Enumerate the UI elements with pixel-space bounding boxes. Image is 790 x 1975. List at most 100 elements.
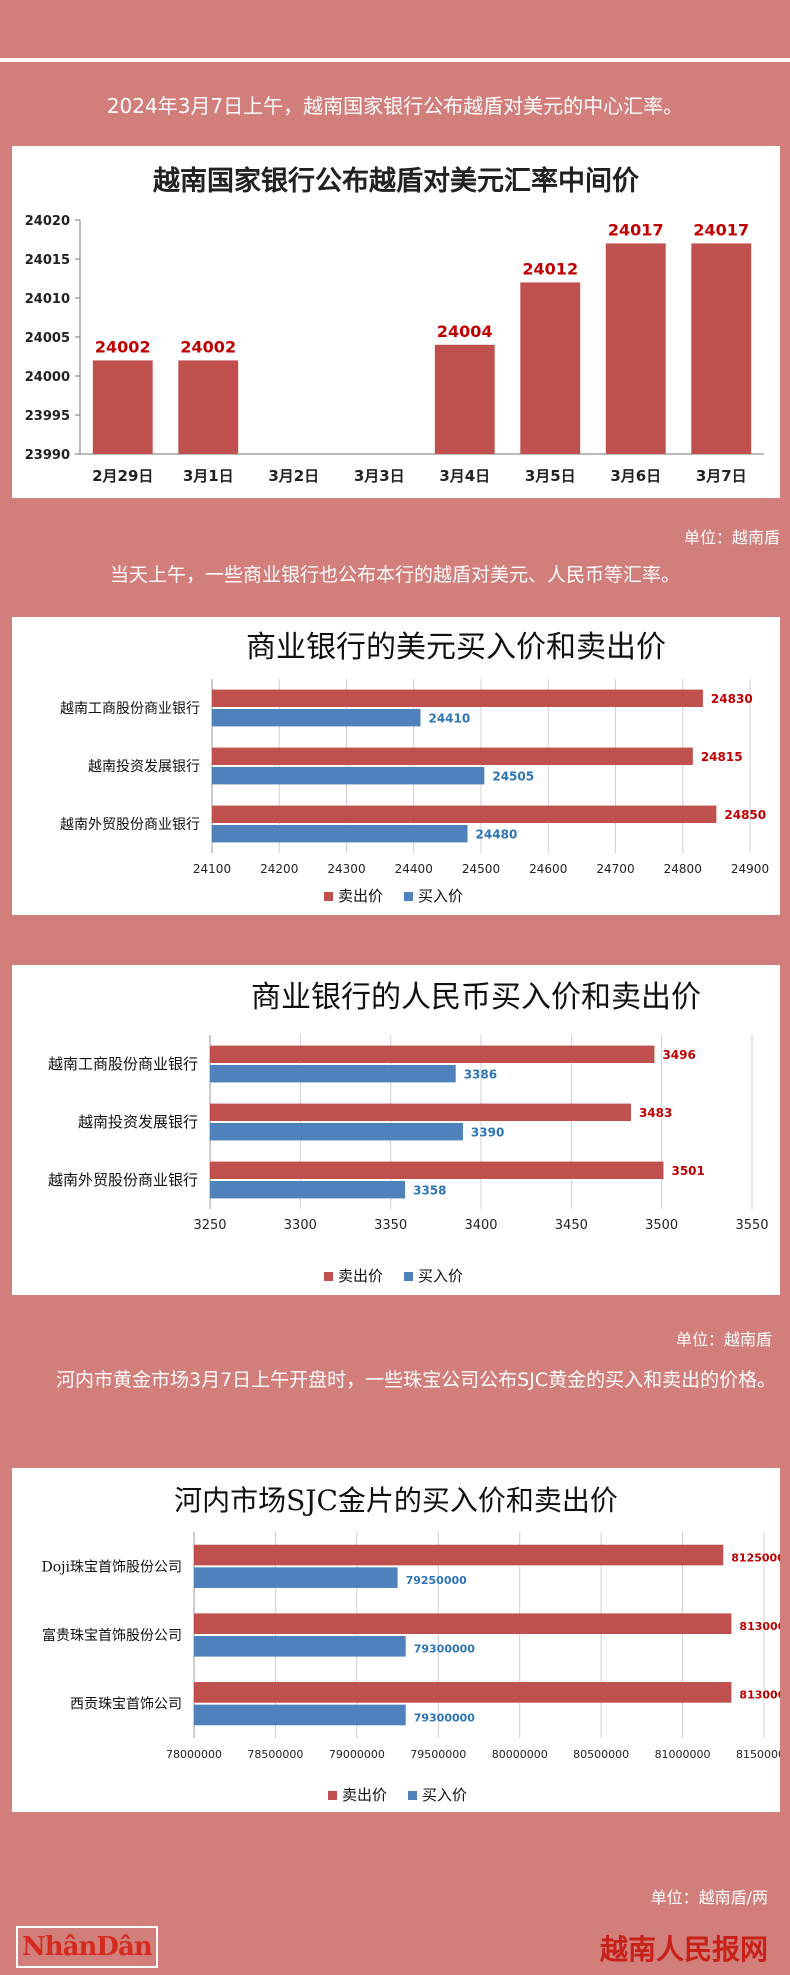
data-label-buy: 3390 (471, 1125, 504, 1139)
x-tick-label: 78000000 (166, 1748, 222, 1761)
bar-buy (212, 709, 421, 727)
x-tick-label: 3450 (555, 1218, 588, 1233)
data-label: 24004 (437, 322, 493, 341)
x-tick-label: 3500 (645, 1218, 678, 1233)
data-label: 24017 (693, 220, 749, 239)
x-tick-label: 24100 (193, 862, 231, 876)
y-tick-label: 24000 (25, 370, 70, 385)
y-tick-label: 23990 (25, 448, 70, 463)
intro-paragraph-3: 河内市黄金市场3月7日上午开盘时，一些珠宝公司公布SJC黄金的买入和卖出的价格。 (56, 1369, 777, 1391)
x-tick-label: 79000000 (329, 1748, 385, 1761)
y-category-label: 西贡珠宝首饰公司 (70, 1697, 182, 1713)
chart-title: 商业银行的人民币买入价和卖出价 (251, 980, 701, 1015)
data-label-sell: 24850 (724, 808, 766, 822)
x-tick-label: 79500000 (410, 1748, 466, 1761)
bar-sell (194, 1682, 732, 1703)
data-label-buy: 3358 (413, 1183, 446, 1197)
data-label-sell: 24815 (701, 750, 743, 764)
data-label-sell: 3501 (671, 1164, 704, 1178)
chart-panel-gold: 河内市场SJC金片的买入价和卖出价 78000000 78500000 7900000… (12, 1468, 780, 1812)
y-category-label: Doji珠宝首饰股份公司 (42, 1559, 182, 1575)
x-tick-label: 81500000 (736, 1748, 780, 1761)
y-tick-label: 24020 (25, 214, 70, 229)
chart-title: 越南国家银行公布越盾对美元汇率中间价 (153, 165, 640, 197)
data-label: 24012 (522, 259, 578, 278)
data-label-sell: 81300000 (739, 1689, 780, 1702)
bar-sell (212, 747, 693, 765)
legend-swatch-buy (404, 1272, 413, 1281)
bar (92, 360, 153, 454)
x-tick-label: 80000000 (492, 1748, 548, 1761)
x-tick-label: 3月1日 (183, 467, 234, 485)
unit-label-3: 单位：越南盾/两 (650, 1888, 768, 1907)
site-name: 越南人民报网 (599, 1933, 768, 1966)
data-label: 24002 (180, 337, 236, 356)
y-tick-label: 24015 (25, 253, 70, 268)
intro-paragraph-1: 2024年3月7日上午，越南国家银行公布越盾对美元的中心汇率。 (106, 94, 684, 118)
legend-swatch-buy (404, 892, 413, 901)
intro-paragraph-2: 当天上午，一些商业银行也公布本行的越盾对美元、人民币等汇率。 (109, 564, 680, 586)
chart-panel-cny: 商业银行的人民币买入价和卖出价 3250 3300 3350 3400 3450 3500 3… (12, 965, 780, 1295)
bar-buy (210, 1065, 456, 1083)
bar-sell (210, 1103, 631, 1121)
bar (434, 344, 495, 454)
data-label-buy: 79250000 (406, 1574, 468, 1587)
data-label-buy: 3386 (464, 1067, 497, 1081)
legend-swatch-buy (408, 1791, 417, 1800)
bar (178, 360, 239, 454)
chart-panel-usd: 商业银行的美元买入价和卖出价 24100 24200 24300 24400 24500 2… (12, 617, 780, 915)
legend-label-buy: 买入价 (418, 887, 463, 905)
bar-sell (210, 1045, 655, 1063)
usd-rate-chart: 商业银行的美元买入价和卖出价 24100 24200 24300 24400 24500 2… (60, 630, 769, 905)
x-tick-label: 24600 (529, 862, 567, 876)
top-divider (0, 58, 790, 62)
y-tick-label: 24010 (25, 292, 70, 307)
bar (605, 243, 666, 454)
y-tick-label: 24005 (25, 331, 70, 346)
legend-swatch-sell (324, 892, 333, 901)
bar-sell (212, 689, 703, 707)
bar-buy (210, 1123, 463, 1141)
cny-rate-chart: 商业银行的人民币买入价和卖出价 3250 3300 3350 3400 3450 3500 3… (48, 980, 769, 1285)
legend-swatch-sell (328, 1791, 337, 1800)
x-tick-label: 3月2日 (268, 467, 319, 485)
y-category-label: 越南工商股份商业银行 (60, 701, 200, 717)
x-tick-label: 78500000 (247, 1748, 303, 1761)
x-tick-label: 3250 (193, 1218, 226, 1233)
bar-buy (210, 1181, 406, 1199)
x-tick-label: 24700 (596, 862, 634, 876)
y-category-label: 越南外贸股份商业银行 (48, 1171, 198, 1189)
chart-title: 河内市场SJC金片的买入价和卖出价 (174, 1484, 618, 1517)
x-tick-label: 24200 (260, 862, 298, 876)
nhandan-logo: NhânDân (16, 1926, 158, 1968)
data-label-buy: 79300000 (414, 1643, 476, 1656)
x-tick-label: 3350 (374, 1218, 407, 1233)
bar-buy (212, 767, 485, 785)
unit-label-2: 单位：越南盾 (675, 1330, 772, 1349)
bar-sell (212, 805, 717, 823)
data-label-sell: 3483 (639, 1106, 672, 1120)
data-label-buy: 79300000 (414, 1711, 476, 1724)
x-tick-label: 3月7日 (696, 467, 747, 485)
gold-price-chart: 河内市场SJC金片的买入价和卖出价 78000000 78500000 7900000… (42, 1484, 780, 1804)
central-rate-chart: 越南国家银行公布越盾对美元汇率中间价 23990 23995 24000 24005 24… (25, 165, 764, 485)
y-category-label: 越南外贸股份商业银行 (60, 817, 200, 833)
bar-buy (194, 1704, 406, 1726)
legend-label-sell: 卖出价 (338, 887, 383, 905)
x-tick-label: 24400 (395, 862, 433, 876)
x-tick-label: 2月29日 (92, 467, 153, 485)
y-category-label: 富贵珠宝首饰股份公司 (42, 1627, 182, 1644)
x-tick-label: 3300 (284, 1218, 317, 1233)
bar-sell (194, 1544, 724, 1566)
bar (691, 243, 752, 454)
y-category-label: 越南投资发展银行 (88, 759, 200, 775)
x-tick-label: 81000000 (655, 1748, 711, 1761)
bar-buy (212, 825, 468, 843)
legend-label-sell: 卖出价 (342, 1786, 387, 1804)
chart-panel-central-rate: 越南国家银行公布越盾对美元汇率中间价 23990 23995 24000 24005 24… (12, 146, 780, 498)
bar-sell (194, 1613, 732, 1634)
x-tick-label: 24900 (731, 862, 769, 876)
bar-sell (210, 1161, 664, 1179)
y-category-label: 越南投资发展银行 (78, 1113, 198, 1131)
x-tick-label: 3月4日 (439, 467, 490, 485)
